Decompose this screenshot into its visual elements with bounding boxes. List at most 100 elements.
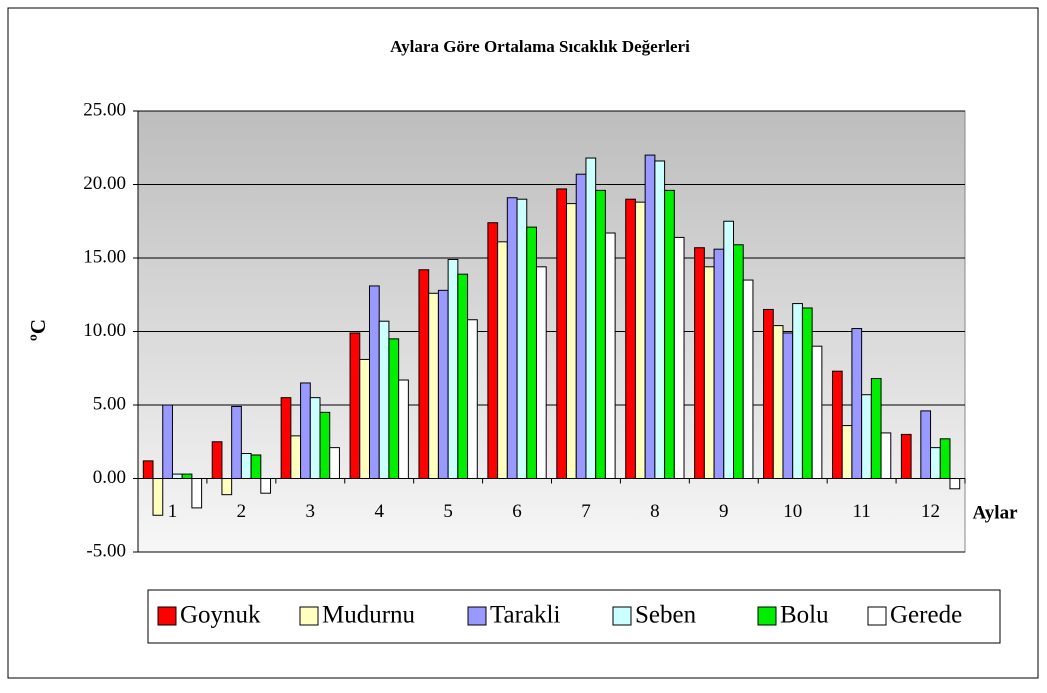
legend-swatch (867, 606, 887, 626)
y-tick-label: 20.00 (83, 173, 126, 194)
x-tick-label: 4 (374, 501, 384, 522)
bar (595, 189, 606, 479)
bar (290, 435, 302, 479)
bar (634, 201, 646, 479)
bar (526, 226, 537, 479)
bar (801, 307, 813, 480)
legend-swatch (157, 606, 177, 626)
y-tick-label: 0.00 (93, 467, 126, 488)
bar (556, 188, 568, 479)
bar (723, 220, 735, 479)
bar (211, 441, 223, 479)
legend-label: Gerede (890, 602, 962, 629)
bar (152, 478, 164, 516)
bar (792, 303, 803, 479)
legend-swatch (467, 606, 487, 626)
bar (851, 328, 863, 479)
x-tick-label: 2 (237, 501, 247, 522)
bar (487, 222, 499, 479)
bar (181, 473, 193, 479)
bar (418, 269, 430, 480)
legend (147, 589, 1001, 644)
legend-swatch (757, 606, 777, 626)
bar (221, 478, 233, 496)
bar (831, 370, 843, 479)
x-tick-label: 10 (783, 501, 802, 522)
bar (309, 397, 321, 479)
bar (162, 404, 173, 479)
bar (260, 478, 272, 494)
bar (319, 411, 331, 480)
bar (733, 244, 744, 479)
legend-label: Tarakli (490, 602, 560, 629)
bar (368, 285, 380, 479)
bar (566, 203, 577, 480)
bar (861, 394, 872, 479)
bar (742, 279, 754, 479)
bar (250, 454, 262, 480)
legend-label: Mudurnu (322, 602, 416, 629)
legend-label: Bolu (780, 602, 829, 629)
bar (841, 425, 853, 479)
bar (664, 189, 675, 479)
x-tick-label: 7 (581, 501, 591, 522)
bar (516, 198, 528, 479)
bar (585, 157, 597, 479)
bar (467, 319, 478, 479)
bar (880, 432, 892, 479)
bar (447, 258, 459, 479)
legend-label: Seben (635, 602, 697, 629)
y-tick-label: 25.00 (83, 99, 126, 120)
bar (644, 154, 656, 479)
x-axis-label: Aylar (972, 502, 1018, 523)
bar (398, 379, 409, 480)
bar (280, 397, 292, 479)
bar (388, 338, 400, 479)
bar (782, 332, 794, 479)
x-tick-label: 3 (306, 501, 316, 522)
bar (497, 241, 508, 479)
chart-title: Aylara Göre Ortalama Sıcaklık Değerleri (390, 37, 690, 56)
y-tick-label: -5.00 (86, 540, 126, 561)
bar (625, 198, 636, 479)
x-tick-label: 11 (852, 501, 870, 522)
bar (240, 453, 252, 480)
bar (329, 447, 340, 480)
bar (428, 292, 439, 479)
legend-label: Goynuk (180, 602, 261, 629)
y-tick-label: 15.00 (83, 246, 126, 267)
bar (535, 266, 547, 479)
bar (703, 266, 715, 479)
bar (171, 473, 183, 479)
legend-swatch (612, 606, 632, 626)
bar (191, 478, 203, 509)
bar (870, 378, 882, 480)
bar (349, 332, 361, 479)
x-tick-label: 9 (719, 501, 729, 522)
bar (930, 447, 941, 480)
bar (378, 320, 390, 479)
bar (900, 433, 912, 479)
bar (231, 405, 242, 479)
bar (673, 236, 685, 479)
bar (920, 410, 932, 480)
bar (772, 325, 784, 479)
bar (949, 478, 961, 490)
x-tick-label: 12 (921, 501, 940, 522)
bar (763, 308, 774, 480)
bar (457, 273, 469, 480)
bar (604, 232, 616, 479)
bar (575, 173, 587, 480)
x-tick-label: 8 (650, 501, 660, 522)
y-tick-label: 5.00 (93, 393, 126, 414)
bar (654, 160, 666, 479)
bar (437, 289, 449, 479)
y-axis-label: ºC (26, 319, 50, 341)
bar (939, 438, 951, 479)
bar (506, 197, 518, 479)
bar (811, 345, 823, 480)
x-tick-label: 6 (512, 501, 522, 522)
y-tick-label: 10.00 (83, 320, 126, 341)
bar (142, 460, 154, 479)
